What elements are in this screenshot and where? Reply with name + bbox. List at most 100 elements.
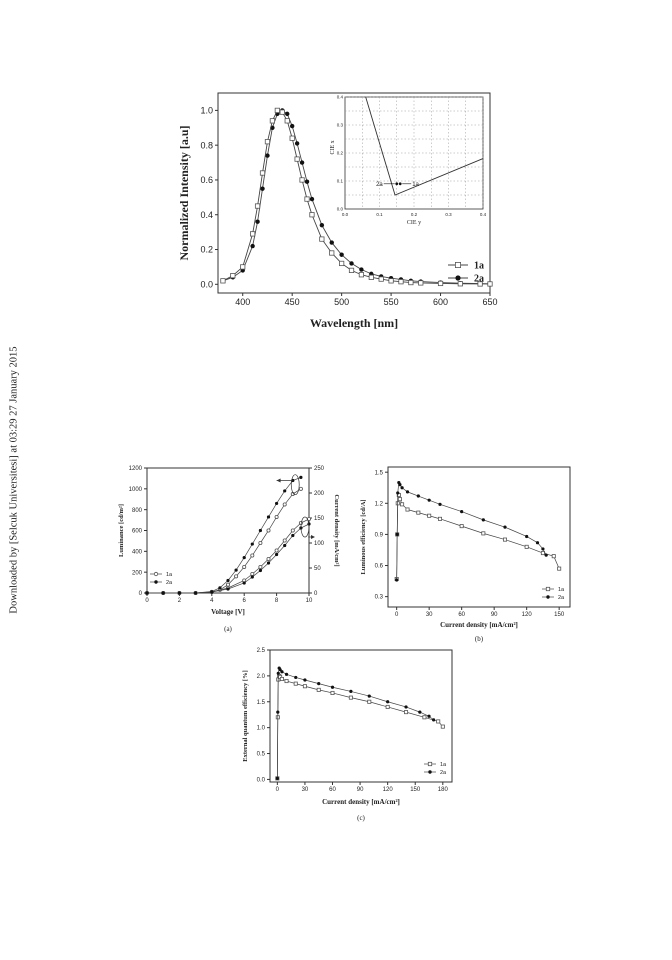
- le-x-tick-label: 30: [426, 612, 433, 618]
- data-point-1a-11: [481, 531, 486, 536]
- data-point-1a-6: [405, 507, 410, 512]
- data-point-1a-12: [502, 537, 507, 542]
- data-point-1a-9: [316, 687, 321, 692]
- lum-x-tick-label: 10: [306, 598, 313, 604]
- lum-y-right-axis-label: Current density [mA/cm²]: [333, 494, 340, 566]
- data-point-2a-7: [416, 494, 420, 498]
- data-point-1a-13: [385, 704, 390, 709]
- le-x-tick-label: 150: [554, 612, 565, 618]
- data-point-2a-luminance-9: [250, 542, 254, 546]
- data-point-1a-11: [289, 135, 295, 141]
- data-point-2a-2: [276, 671, 280, 675]
- lum-y-right-tick-label: 100: [314, 541, 325, 547]
- data-point-2a-1: [276, 710, 280, 714]
- spectrum-y-tick-label: 0.4: [200, 210, 213, 220]
- cie-y-axis-label: CIE x: [330, 140, 336, 154]
- lum-arrow-left-head: [276, 478, 281, 483]
- series-line-1a: [277, 675, 444, 779]
- cie-y-tick-label: 0.3: [337, 123, 344, 128]
- cie-point-1a: [398, 182, 402, 186]
- data-point-2a-15: [309, 196, 315, 202]
- data-point-2a-12: [294, 141, 300, 146]
- data-point-2a-current-8: [258, 568, 262, 573]
- lum-y-left-tick-label: 400: [132, 549, 143, 555]
- spectrum-legend-marker-2a: [455, 275, 461, 281]
- data-point-2a-luminance-5: [218, 586, 222, 590]
- data-point-2a-4: [255, 219, 260, 224]
- eqe-y-tick-label: 0.5: [257, 752, 266, 758]
- data-point-1a-luminance-7: [234, 574, 239, 579]
- data-point-2a-6: [405, 490, 410, 494]
- data-point-1a-current-11: [282, 538, 287, 543]
- data-point-1a-luminance-9: [250, 553, 255, 558]
- data-point-2a-luminance-6: [226, 578, 230, 583]
- data-point-1a-13: [299, 177, 305, 183]
- le-plot-area: [387, 466, 571, 608]
- eqe-y-tick-label: 1.5: [257, 700, 266, 706]
- data-point-2a-current-10: [275, 552, 279, 557]
- eqe-y-tick-label: 0.0: [257, 778, 266, 784]
- le-legend-marker-2a: [546, 595, 550, 599]
- data-point-2a-current-0: [145, 591, 149, 595]
- data-point-2a-20: [359, 267, 364, 272]
- data-point-2a-15: [418, 710, 422, 714]
- data-point-1a-15: [309, 212, 315, 218]
- data-point-1a-luminance-8: [242, 564, 247, 569]
- le-legend-marker-1a: [545, 586, 551, 592]
- data-point-2a-5: [400, 486, 404, 490]
- eqe-x-tick-label: 90: [357, 787, 364, 793]
- eqe-caption: (c): [357, 814, 365, 822]
- data-point-2a-luminance-8: [242, 555, 246, 560]
- data-point-1a-luminance-6: [225, 582, 230, 587]
- lum-x-axis-label: Voltage [V]: [211, 608, 245, 616]
- data-point-1a-10: [459, 524, 464, 529]
- eqe-legend-label-2a: 2a: [440, 770, 447, 776]
- data-point-1a-21: [368, 274, 374, 280]
- cie-locus-line: [365, 96, 484, 196]
- data-point-1a-1: [230, 273, 236, 279]
- le-x-tick-label: 120: [522, 612, 533, 618]
- data-point-2a-luminance-11: [266, 515, 271, 519]
- current-arrow-right-head: [311, 535, 315, 539]
- lum-legend-label-2a: 2a: [166, 580, 173, 586]
- spectrum-legend-marker-1a: [454, 261, 461, 268]
- spectrum-y-tick-label: 0.8: [200, 140, 213, 150]
- eqe-legend-label-1a: 1a: [440, 762, 447, 768]
- data-point-1a-20: [358, 272, 365, 278]
- le-y-tick-label: 0.3: [375, 595, 384, 601]
- le-y-tick-label: 0.6: [375, 564, 384, 570]
- lum-y-left-axis-label: Luminance [cd/m²]: [118, 504, 125, 557]
- cie-point-label-1a: 1a: [412, 182, 419, 188]
- spectrum-plot-area: [217, 92, 491, 294]
- data-point-2a-current-11: [283, 543, 287, 548]
- lum-y-right-tick-label: 50: [314, 566, 321, 572]
- data-point-1a-10: [284, 118, 290, 124]
- data-point-2a-4: [398, 483, 402, 487]
- data-point-1a-8: [302, 684, 307, 689]
- spectrum-x-tick-label: 650: [482, 297, 497, 307]
- data-point-2a-luminance-15: [299, 475, 303, 479]
- data-point-1a-5: [400, 502, 405, 507]
- data-point-1a-18: [339, 260, 345, 267]
- lum-y-right-tick-label: 0: [314, 591, 318, 597]
- cie-x-tick-label: 0.2: [411, 212, 418, 217]
- data-point-1a-0: [220, 278, 226, 284]
- spectrum-x-tick-label: 500: [334, 297, 349, 307]
- data-point-2a-9: [438, 502, 442, 506]
- data-point-1a-12: [367, 699, 372, 704]
- data-point-1a-current-7: [250, 572, 255, 577]
- data-point-1a-15: [551, 554, 556, 559]
- eqe-plot-area: [269, 649, 453, 783]
- spectrum-x-tick-label: 550: [384, 297, 399, 307]
- data-point-1a-14: [404, 710, 409, 715]
- data-point-2a-luminance-7: [234, 568, 238, 572]
- data-point-1a-4: [254, 203, 261, 209]
- data-point-2a-5: [280, 670, 284, 674]
- lum-legend-marker-1a: [153, 571, 159, 577]
- data-point-1a-26: [418, 280, 424, 286]
- le-legend-label-1a: 1a: [558, 587, 565, 593]
- eqe-y-tick-label: 1.0: [257, 726, 266, 732]
- data-point-2a-12: [367, 694, 371, 698]
- data-point-2a-17: [432, 718, 436, 722]
- lum-x-tick-label: 6: [243, 598, 247, 604]
